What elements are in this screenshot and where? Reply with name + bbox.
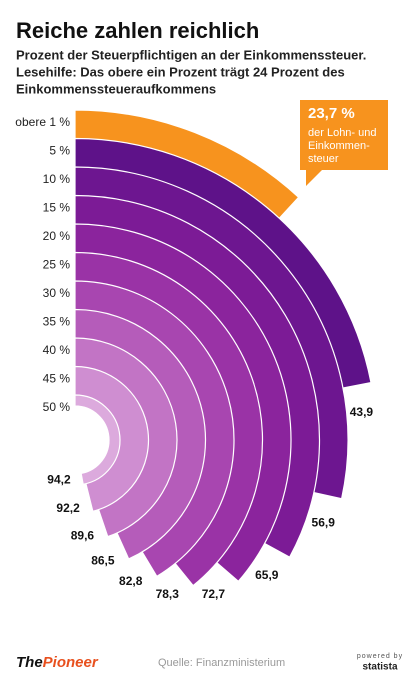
value-label: 89,6 <box>71 529 95 543</box>
category-label: 20 % <box>43 229 71 243</box>
category-label: 10 % <box>43 172 71 186</box>
value-label: 56,9 <box>312 515 336 529</box>
annotation: der Lohn- und <box>308 127 377 139</box>
value-label: 72,7 <box>202 587 226 601</box>
logo-part: The <box>16 654 43 671</box>
credit: statista <box>362 662 397 673</box>
chart-title: Reiche zahlen reichlich <box>16 18 259 43</box>
category-label: obere 1 % <box>15 115 70 129</box>
value-label: 65,9 <box>255 568 279 582</box>
source: Quelle: Finanzministerium <box>158 657 285 669</box>
category-label: 40 % <box>43 343 71 357</box>
annotation: steuer <box>308 153 339 165</box>
value-label: 82,8 <box>119 574 143 588</box>
ring-bar <box>74 394 121 485</box>
subtitle: Einkommenssteueraufkommens <box>16 81 216 96</box>
logo: ThePioneer <box>16 654 99 671</box>
category-label: 35 % <box>43 315 71 329</box>
value-label: 43,9 <box>350 405 374 419</box>
category-label: 15 % <box>43 201 71 215</box>
value-label: 94,2 <box>47 473 71 487</box>
annotation: Einkommen- <box>308 140 370 152</box>
value-label: 86,5 <box>91 553 115 567</box>
value-label: 23,7 % <box>308 105 355 122</box>
category-label: 25 % <box>43 258 71 272</box>
value-label: 78,3 <box>156 587 180 601</box>
category-label: 5 % <box>49 144 70 158</box>
category-label: 50 % <box>43 400 71 414</box>
value-label: 92,2 <box>56 501 80 515</box>
credit: powered by <box>357 653 403 660</box>
logo-part: Pioneer <box>43 654 99 671</box>
category-label: 45 % <box>43 372 71 386</box>
subtitle: Prozent der Steuerpflichtigen an der Ein… <box>16 47 366 62</box>
callout <box>300 100 388 186</box>
category-label: 30 % <box>43 286 71 300</box>
subtitle: Lesehilfe: Das obere ein Prozent trägt 2… <box>16 64 345 79</box>
